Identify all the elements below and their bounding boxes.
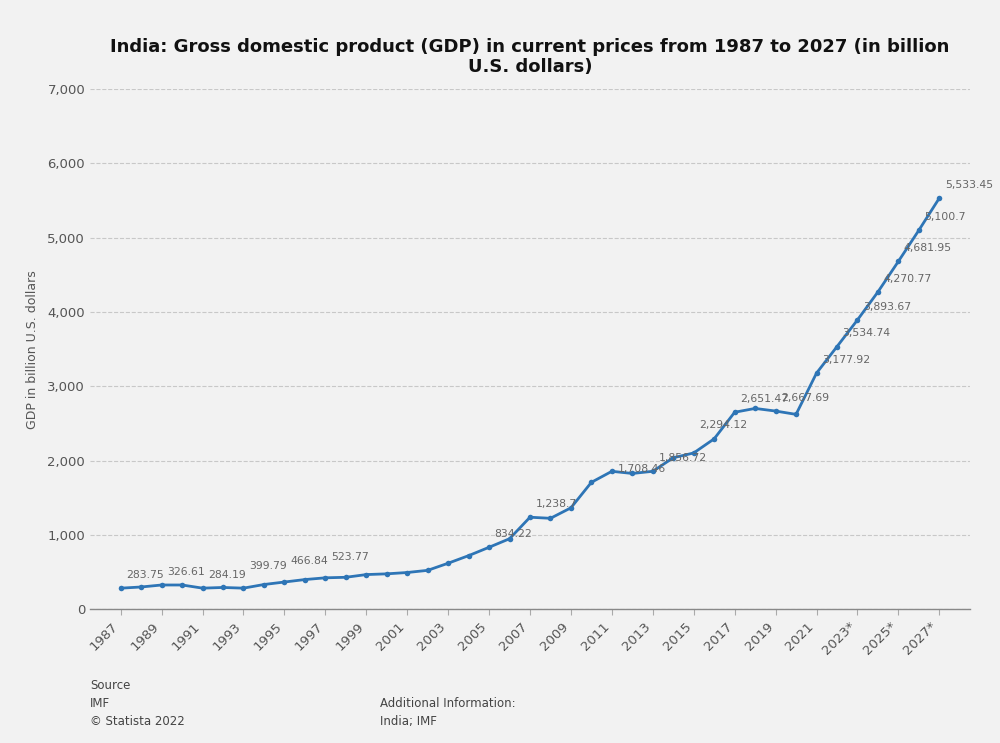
Text: 4,681.95: 4,681.95 xyxy=(904,243,952,253)
Text: Additional Information:
India; IMF: Additional Information: India; IMF xyxy=(380,697,516,728)
Text: 3,177.92: 3,177.92 xyxy=(822,355,870,365)
Text: 326.61: 326.61 xyxy=(167,567,205,577)
Text: 466.84: 466.84 xyxy=(290,557,328,566)
Text: 3,534.74: 3,534.74 xyxy=(843,328,891,338)
Text: 523.77: 523.77 xyxy=(331,552,369,562)
Text: 5,533.45: 5,533.45 xyxy=(945,180,993,189)
Text: 4,270.77: 4,270.77 xyxy=(883,273,932,284)
Text: 399.79: 399.79 xyxy=(249,561,287,571)
Text: 2,294.12: 2,294.12 xyxy=(699,421,747,430)
Text: 2,667.69: 2,667.69 xyxy=(781,393,829,403)
Text: 5,100.7: 5,100.7 xyxy=(924,212,966,222)
Text: 834.22: 834.22 xyxy=(495,529,532,539)
Title: India: Gross domestic product (GDP) in current prices from 1987 to 2027 (in bill: India: Gross domestic product (GDP) in c… xyxy=(110,38,950,77)
Y-axis label: GDP in billion U.S. dollars: GDP in billion U.S. dollars xyxy=(26,270,39,429)
Text: 1,238.7: 1,238.7 xyxy=(536,499,577,509)
Text: 284.19: 284.19 xyxy=(208,570,246,580)
Text: Source
IMF
© Statista 2022: Source IMF © Statista 2022 xyxy=(90,679,185,728)
Text: 2,651.47: 2,651.47 xyxy=(740,394,788,404)
Text: 1,856.72: 1,856.72 xyxy=(658,453,706,463)
Text: 1,708.46: 1,708.46 xyxy=(617,464,666,474)
Text: 3,893.67: 3,893.67 xyxy=(863,302,911,311)
Text: 283.75: 283.75 xyxy=(126,570,164,580)
